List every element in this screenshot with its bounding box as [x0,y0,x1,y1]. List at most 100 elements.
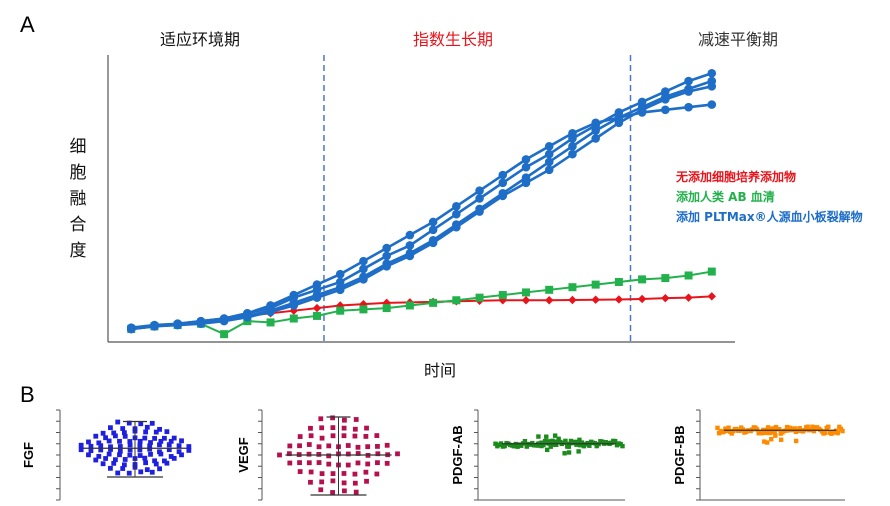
mini-point [306,442,312,447]
series-3-point-15 [452,209,461,219]
series-2-point-25 [684,271,693,280]
series-2-point-8 [289,314,298,323]
series-6-point-2 [150,322,159,331]
mini-point [120,466,126,471]
mini-point [326,453,332,459]
mini-point [153,461,159,467]
mini-point [822,430,828,436]
mini-chart-label: FGF [21,442,36,468]
mini-point [539,440,544,445]
mini-point [319,435,325,441]
mini-point [88,448,94,454]
mini-point [395,451,400,457]
mini-point [769,436,774,442]
mini-point [112,457,118,463]
mini-point [297,469,303,474]
mini-point [168,438,174,444]
series-1-point-18 [521,296,531,305]
mini-point [773,433,778,438]
mini-chart-vegf: VEGF [236,409,400,501]
mini-point [306,451,312,457]
mini-point [363,469,369,475]
mini-point [754,427,760,432]
series-6-point-19 [544,142,554,151]
series-6-point-3 [173,319,182,329]
mini-point [126,470,132,476]
mini-point [375,451,381,457]
series-6-point-23 [637,108,647,117]
series-1-point-19 [545,296,554,305]
series-3-point-16 [475,194,484,203]
mini-point [319,479,325,485]
mini-point [98,447,104,453]
mini-point [277,452,282,458]
series-6-point-10 [335,269,345,279]
mini-point [352,433,358,439]
mini-point [793,429,799,435]
mini-point [78,442,84,448]
mini-point [164,460,170,466]
series-2-point-15 [452,296,461,305]
mini-point [164,429,170,435]
series-line-3 [131,72,713,329]
series-6-point-11 [359,256,368,266]
series-2-point-18 [522,288,530,297]
mini-point [554,442,559,448]
series-3-point-19 [544,149,554,159]
mini-point [179,452,184,458]
mini-point [612,438,618,444]
mini-point [297,434,303,439]
mini-point [330,471,336,476]
mini-point [355,444,361,450]
mini-point [117,444,123,449]
mini-point [715,425,720,431]
mini-point [544,447,550,453]
series-6-point-24 [661,105,670,115]
mini-point [115,470,121,476]
mini-point [157,466,162,472]
mini-point [153,429,159,435]
mini-point [115,419,121,425]
series-5-point-25 [684,87,693,96]
mini-point [572,439,577,445]
mini-point [157,449,162,455]
mini-point [511,444,517,449]
mini-point [152,436,158,441]
mini-point [826,424,831,429]
series-6 [126,100,717,334]
mini-point [576,449,581,454]
mini-point [375,444,380,449]
mini-point [176,443,182,449]
mini-point [297,443,302,449]
mini-point [108,465,113,471]
mini-point [345,462,351,468]
mini-point [111,460,117,466]
mini-point [111,430,117,436]
mini-point [121,462,127,468]
mini-point [93,433,99,439]
mini-point [308,433,314,439]
series-4-point-21 [591,126,600,135]
mini-point [375,460,380,466]
mini-point [805,424,810,429]
series-1-point-22 [614,295,624,304]
mini-point [126,420,132,426]
mini-point [108,444,113,450]
series-5-point-16 [475,207,484,216]
mini-point [374,433,380,438]
mini-point [522,439,528,444]
series-4-point-19 [544,157,554,167]
phase-boundaries [323,55,632,342]
mini-point [355,460,361,466]
y-axis-label-text: 细胞融合度 [70,137,87,261]
mini-point [142,455,148,461]
mini-chart-label: VEGF [236,437,251,472]
series-5-point-12 [382,262,391,271]
mini-point [778,437,784,442]
mini-point [840,428,845,434]
mini-point [176,449,182,455]
series-1-point-20 [568,295,577,305]
mini-point [157,426,162,432]
series-6-point-21 [591,118,600,128]
